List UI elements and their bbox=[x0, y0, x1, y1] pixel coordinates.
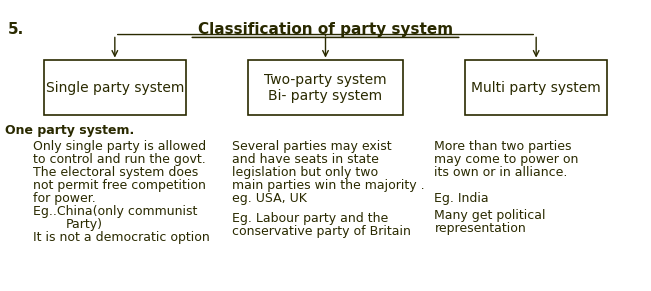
FancyBboxPatch shape bbox=[44, 61, 186, 115]
Text: conservative party of Britain: conservative party of Britain bbox=[232, 225, 410, 238]
Text: and have seats in state: and have seats in state bbox=[232, 153, 378, 166]
Text: legislation but only two: legislation but only two bbox=[232, 166, 378, 179]
Text: its own or in alliance.: its own or in alliance. bbox=[434, 166, 568, 179]
FancyBboxPatch shape bbox=[465, 61, 607, 115]
Text: Eg. India: Eg. India bbox=[434, 191, 489, 205]
Text: Two-party system
Bi- party system: Two-party system Bi- party system bbox=[264, 73, 387, 103]
Text: 5.: 5. bbox=[8, 22, 24, 37]
Text: Eg. Labour party and the: Eg. Labour party and the bbox=[232, 212, 388, 225]
Text: eg. USA, UK: eg. USA, UK bbox=[232, 191, 307, 205]
Text: The electoral system does: The electoral system does bbox=[33, 166, 198, 179]
Text: may come to power on: may come to power on bbox=[434, 153, 579, 166]
Text: Only single party is allowed: Only single party is allowed bbox=[33, 140, 206, 153]
Text: Eg..China(only communist: Eg..China(only communist bbox=[33, 205, 197, 218]
Text: It is not a democratic option: It is not a democratic option bbox=[33, 230, 209, 244]
Text: Many get political: Many get political bbox=[434, 209, 546, 222]
Text: One party system.: One party system. bbox=[5, 124, 134, 137]
Text: for power.: for power. bbox=[33, 191, 95, 205]
Text: Single party system: Single party system bbox=[46, 81, 184, 95]
Text: Classification of party system: Classification of party system bbox=[198, 22, 453, 37]
Text: to control and run the govt.: to control and run the govt. bbox=[33, 153, 205, 166]
Text: representation: representation bbox=[434, 222, 526, 235]
Text: not permit free competition: not permit free competition bbox=[33, 179, 205, 192]
Text: main parties win the majority .: main parties win the majority . bbox=[232, 179, 424, 192]
Text: Several parties may exist: Several parties may exist bbox=[232, 140, 391, 153]
Text: More than two parties: More than two parties bbox=[434, 140, 572, 153]
Text: Multi party system: Multi party system bbox=[471, 81, 601, 95]
FancyBboxPatch shape bbox=[248, 61, 403, 115]
Text: Party): Party) bbox=[66, 218, 104, 230]
